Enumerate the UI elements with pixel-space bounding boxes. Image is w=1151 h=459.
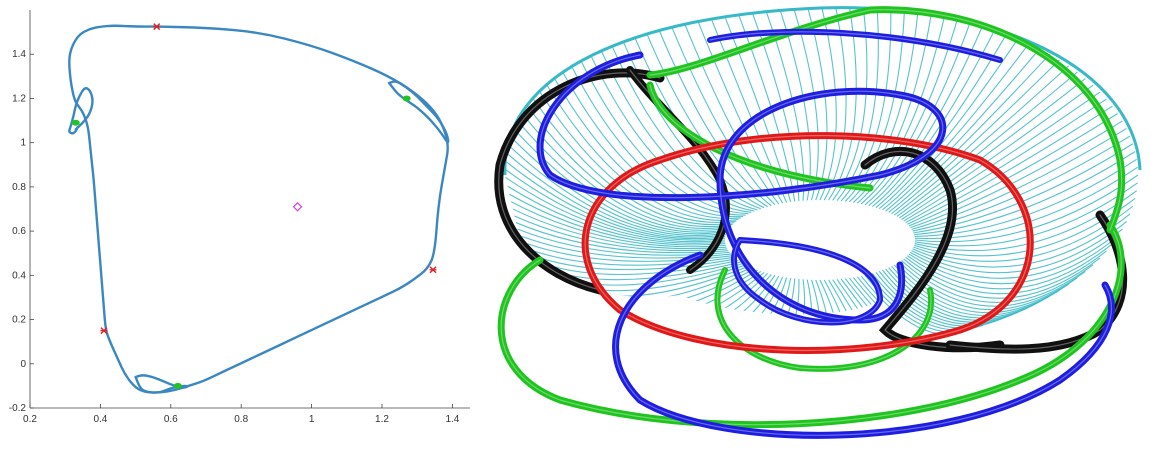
orbit-curve [68, 87, 94, 135]
orbit-curve [387, 80, 450, 144]
ring-tubes [494, 6, 1127, 439]
mesh-line [504, 182, 726, 244]
red-ring-highlight [584, 134, 1031, 352]
mesh-line [504, 190, 726, 246]
blue-ring-top-highlight [709, 31, 1001, 61]
green-ring-lower-highlight [716, 269, 932, 370]
mesh-line [896, 263, 1078, 311]
mesh-line [721, 8, 792, 203]
x-tick-label: 0.6 [164, 414, 178, 425]
green-ring-top-highlight [649, 9, 1123, 231]
mesh-line [871, 28, 996, 208]
mesh-line [632, 33, 765, 209]
y-tick-labels: -0.2 0 0.2 0.4 0.6 0.8 1 1.2 1.4 [9, 49, 34, 414]
x-tick-label: 0.8 [234, 414, 248, 425]
y-tick-label: -0.2 [9, 403, 27, 414]
mesh-line [504, 174, 726, 243]
mesh-line [546, 84, 739, 221]
mesh-line [554, 78, 741, 220]
mesh-line [504, 158, 726, 240]
green-fixed-point [402, 95, 411, 102]
y-tick-label: 1.4 [12, 49, 26, 60]
mesh-line [527, 105, 733, 228]
x-tick-label: 1.4 [445, 414, 459, 425]
mesh-line [506, 205, 727, 250]
mesh-line [533, 98, 735, 226]
green-ring-top [646, 6, 1126, 234]
y-tick-label: 0.4 [12, 270, 26, 281]
blue-ring-outer [612, 251, 1115, 439]
red-fixed-point [429, 266, 437, 274]
mesh-line [517, 120, 730, 231]
x-tick-label: 0.4 [93, 414, 107, 425]
black-seam-left-highlight [498, 72, 661, 291]
x-tick-label: 1.2 [375, 414, 389, 425]
black-seam-middle [860, 146, 1005, 353]
mesh-line [878, 37, 1019, 210]
mesh-line [546, 259, 739, 276]
red-fixed-point [153, 23, 161, 31]
magenta-center-point [292, 201, 303, 212]
black-seam-left [494, 68, 665, 295]
mesh-line [599, 48, 755, 212]
green-fixed-point [71, 119, 80, 126]
mesh-line [509, 213, 728, 252]
mesh-line [562, 71, 744, 218]
red-fixed-point [100, 327, 108, 335]
green-fixed-point [173, 382, 182, 389]
blue-ring-inner [731, 237, 884, 326]
mesh-line [882, 42, 1030, 211]
mesh-line [539, 257, 737, 271]
mesh-line [893, 264, 1069, 314]
mesh-line [504, 151, 726, 238]
plot-axes [29, 10, 470, 409]
orbit-curves [68, 24, 450, 394]
green-ring-outer-highlight [500, 224, 1122, 426]
y-tick-label: 1 [20, 138, 26, 149]
y-tick-label: 0 [20, 359, 26, 370]
orbit-curve [134, 374, 189, 394]
blue-ring-inner-highlight [733, 239, 881, 323]
blue-ring-outer-highlight [615, 254, 1112, 436]
green-ring-lower [714, 267, 935, 372]
mesh-line [864, 20, 972, 206]
phase-plot: 0.2 0.4 0.6 0.8 1 1.2 1.4 -0.2 0 0.2 0.4 0.6 0.8 1 1.… [9, 10, 470, 425]
green-ring-outer [497, 221, 1125, 429]
fixed-points [71, 23, 437, 389]
y-tick-label: 0.2 [12, 315, 26, 326]
mesh-line [506, 143, 727, 236]
torus-outline [503, 6, 1142, 176]
mesh-line [509, 135, 728, 235]
mesh-line [504, 166, 726, 241]
black-seam-middle-highlight [864, 150, 1001, 349]
orbit-curve [68, 24, 449, 394]
blue-ring-upper-highlight [539, 54, 944, 321]
y-tick-label: 0.8 [12, 182, 26, 193]
y-tick-label: 1.2 [12, 93, 26, 104]
blue-ring-upper [536, 51, 947, 324]
x-tick-label: 0.2 [23, 414, 37, 425]
x-tick-labels: 0.2 0.4 0.6 0.8 1 1.2 1.4 [23, 404, 460, 425]
y-tick-label: 0.6 [12, 226, 26, 237]
torus-3d-render [494, 6, 1142, 439]
mesh-line [860, 17, 959, 205]
mesh-line [868, 24, 984, 207]
x-tick-label: 1 [309, 414, 315, 425]
mesh-line [521, 113, 732, 230]
mesh-line [610, 42, 758, 211]
red-ring [581, 132, 1034, 354]
mesh-line [504, 198, 726, 248]
blue-ring-top [707, 28, 1003, 63]
